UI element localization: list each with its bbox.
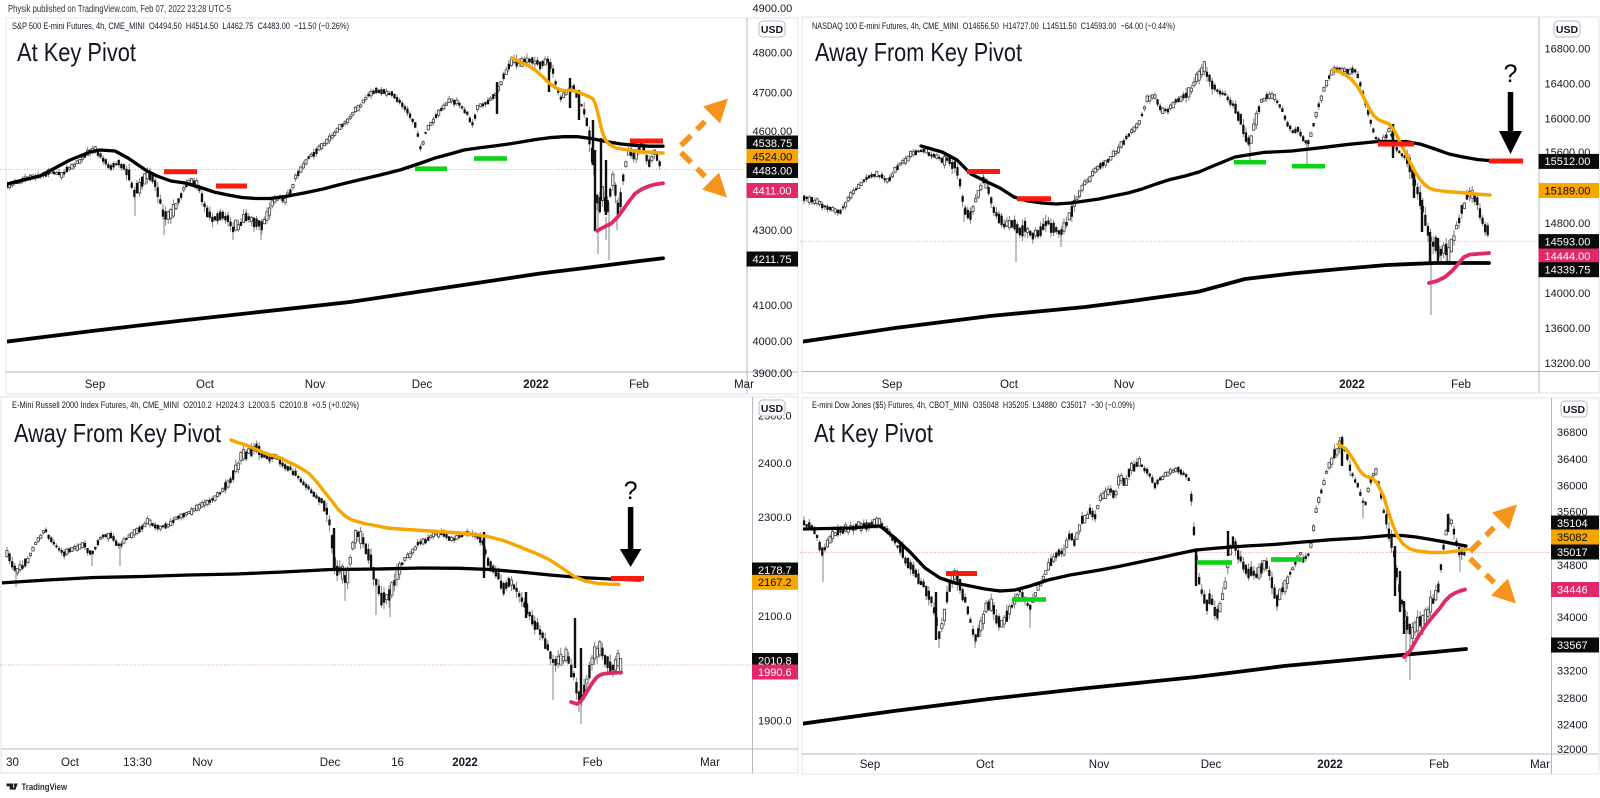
svg-text:35017: 35017: [1557, 547, 1588, 559]
svg-text:Mar: Mar: [1530, 759, 1550, 771]
svg-text:At Key Pivot: At Key Pivot: [814, 418, 934, 448]
svg-text:34446: 34446: [1557, 584, 1588, 596]
svg-text:16000.00: 16000.00: [1545, 113, 1591, 125]
svg-text:14339.75: 14339.75: [1545, 265, 1591, 277]
svg-text:At Key Pivot: At Key Pivot: [17, 37, 137, 67]
svg-text:4411.00: 4411.00: [753, 185, 792, 197]
svg-text:36800: 36800: [1557, 427, 1588, 439]
svg-text:USD: USD: [761, 24, 784, 36]
svg-text:Dec: Dec: [412, 379, 433, 391]
svg-text:14593.00: 14593.00: [1545, 236, 1591, 248]
svg-text:15189.00: 15189.00: [1545, 185, 1591, 197]
svg-text:35104: 35104: [1557, 518, 1588, 530]
svg-text:Sep: Sep: [85, 379, 105, 391]
svg-text:13600.00: 13600.00: [1545, 323, 1591, 335]
svg-text:Dec: Dec: [1225, 379, 1246, 391]
svg-text:Oct: Oct: [196, 379, 215, 391]
svg-text:Away From Key Pivot: Away From Key Pivot: [14, 418, 222, 448]
svg-text:E-mini Dow Jones ($5) Futures,: E-mini Dow Jones ($5) Futures, 4h, CBOT_…: [812, 400, 1135, 411]
svg-text:?: ?: [1504, 60, 1518, 88]
svg-text:Away From Key Pivot: Away From Key Pivot: [815, 37, 1023, 67]
svg-text:4538.75: 4538.75: [753, 138, 793, 150]
svg-text:34000: 34000: [1557, 612, 1588, 624]
svg-text:14800.00: 14800.00: [1545, 218, 1591, 230]
svg-text:Mar: Mar: [700, 757, 720, 769]
svg-text:1990.6: 1990.6: [758, 667, 792, 679]
svg-text:4211.75: 4211.75: [753, 254, 792, 266]
svg-text:2100.0: 2100.0: [758, 611, 792, 623]
svg-text:2022: 2022: [1317, 759, 1343, 771]
svg-text:Physik published on TradingVie: Physik published on TradingView.com, Feb…: [8, 3, 231, 15]
svg-text:Oct: Oct: [1000, 379, 1019, 391]
svg-text:E-Mini Russell 2000 Index Futu: E-Mini Russell 2000 Index Futures, 4h, C…: [12, 400, 359, 411]
svg-text:13200.00: 13200.00: [1545, 358, 1591, 370]
svg-text:Nov: Nov: [192, 757, 213, 769]
svg-text:30: 30: [6, 757, 19, 769]
svg-text:Feb: Feb: [583, 757, 603, 769]
svg-text:13:30: 13:30: [123, 757, 152, 769]
svg-text:Dec: Dec: [320, 757, 341, 769]
svg-text:14444.00: 14444.00: [1545, 251, 1591, 263]
svg-text:2167.2: 2167.2: [758, 577, 792, 589]
svg-text:33567: 33567: [1557, 640, 1588, 652]
svg-text:1900.0: 1900.0: [758, 715, 792, 727]
svg-text:Dec: Dec: [1201, 759, 1222, 771]
svg-text:2022: 2022: [452, 757, 478, 769]
svg-text:2022: 2022: [523, 379, 549, 391]
svg-text:4524.00: 4524.00: [753, 151, 793, 163]
svg-text:4300.00: 4300.00: [753, 225, 793, 237]
svg-text:Nov: Nov: [1114, 379, 1135, 391]
svg-text:2022: 2022: [1339, 379, 1365, 391]
svg-text:TradingView: TradingView: [22, 782, 68, 792]
svg-text:15512.00: 15512.00: [1545, 156, 1591, 168]
svg-text:34800: 34800: [1557, 560, 1588, 572]
svg-text:3900.00: 3900.00: [753, 368, 793, 380]
svg-text:2178.7: 2178.7: [758, 565, 792, 577]
svg-text:35600: 35600: [1557, 506, 1588, 518]
svg-text:Feb: Feb: [629, 379, 649, 391]
svg-text:14000.00: 14000.00: [1545, 288, 1591, 300]
svg-text:32000: 32000: [1557, 744, 1588, 756]
svg-text:36400: 36400: [1557, 454, 1588, 466]
svg-text:4000.00: 4000.00: [753, 336, 793, 348]
svg-text:Nov: Nov: [305, 379, 326, 391]
svg-text:4600.00: 4600.00: [753, 126, 793, 138]
svg-text:4900.00: 4900.00: [753, 3, 793, 15]
svg-text:USD: USD: [761, 403, 784, 415]
svg-text:32400: 32400: [1557, 719, 1588, 731]
svg-text:S&P 500 E-mini Futures, 4h, CM: S&P 500 E-mini Futures, 4h, CME_MINI O44…: [12, 21, 349, 32]
svg-text:Nov: Nov: [1089, 759, 1110, 771]
svg-text:Sep: Sep: [882, 379, 902, 391]
svg-text:Feb: Feb: [1451, 379, 1471, 391]
svg-text:4100.00: 4100.00: [753, 300, 793, 312]
svg-text:36000: 36000: [1557, 480, 1588, 492]
svg-text:Mar: Mar: [734, 379, 754, 391]
svg-text:NASDAQ 100 E-mini Futures, 4h,: NASDAQ 100 E-mini Futures, 4h, CME_MINI …: [812, 21, 1175, 32]
svg-text:16800.00: 16800.00: [1545, 43, 1591, 55]
svg-text:Feb: Feb: [1429, 759, 1449, 771]
svg-text:Oct: Oct: [976, 759, 995, 771]
svg-text:35082: 35082: [1557, 532, 1588, 544]
svg-text:16400.00: 16400.00: [1545, 78, 1591, 90]
svg-text:4800.00: 4800.00: [753, 47, 793, 59]
svg-text:16: 16: [391, 757, 404, 769]
svg-text:USD: USD: [1563, 404, 1586, 416]
svg-text:2300.0: 2300.0: [758, 512, 792, 524]
svg-text:32800: 32800: [1557, 693, 1588, 705]
svg-text:Sep: Sep: [860, 759, 880, 771]
svg-text:Oct: Oct: [61, 757, 80, 769]
svg-text:2400.0: 2400.0: [758, 458, 792, 470]
svg-text:2010.8: 2010.8: [758, 655, 792, 667]
svg-text:?: ?: [624, 477, 638, 505]
svg-text:USD: USD: [1556, 24, 1579, 36]
svg-text:33200: 33200: [1557, 665, 1588, 677]
svg-text:4483.00: 4483.00: [753, 165, 793, 177]
svg-text:4700.00: 4700.00: [753, 87, 793, 99]
